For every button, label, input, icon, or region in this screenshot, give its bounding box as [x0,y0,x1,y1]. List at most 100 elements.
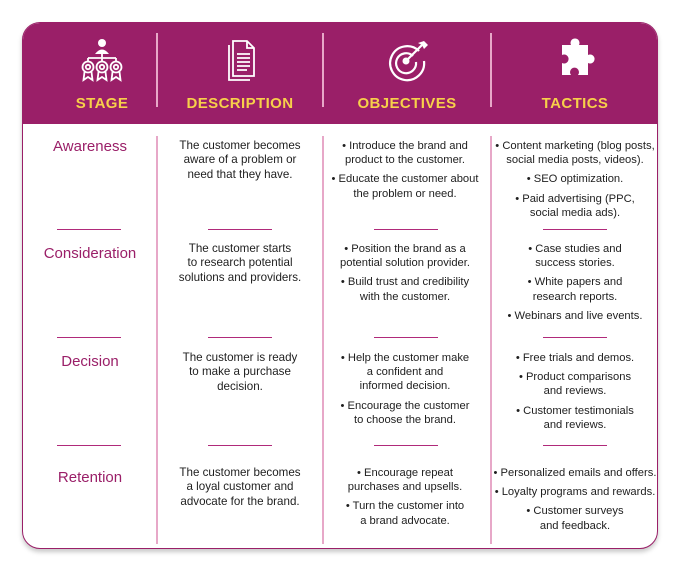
objectives-consideration: • Position the brand as a potential solu… [325,242,485,309]
tactic-line: • Webinars and live events. [507,309,643,322]
header-divider [156,33,158,107]
puzzle-piece-icon [496,37,654,83]
objective-line: • Encourage repeat [357,467,453,479]
description-awareness: The customer becomes aware of a problem … [166,139,314,182]
tactic-line: • White papers and [527,276,623,289]
tactic-line: social media posts, videos). [506,154,644,167]
column-divider [490,136,492,544]
description-line: The customer starts [188,242,292,255]
description-line: aware of a problem or [183,153,297,167]
objective-line: • Introduce the brand and [342,140,468,152]
objective-item: • Build trust and credibility with the c… [325,275,485,303]
tactic-line: • Customer testimonials [516,404,634,417]
objective-line: • Educate the customer about [331,173,479,186]
column-divider [322,136,324,544]
row-separator [543,229,607,231]
tactic-line: and reviews. [543,385,607,398]
objective-line: purchases and upsells. [347,481,463,494]
description-line: to make a purchase [189,365,291,379]
row-separator [374,445,438,447]
tactic-item: • Content marketing (blog posts, social … [493,139,657,167]
description-line: The customer becomes [179,466,301,479]
objective-line: to choose the brand. [353,413,456,426]
row-separator [208,337,272,339]
tactic-item: • Loyalty programs and rewards. [493,485,657,499]
header-title-description: DESCRIPTION [186,95,294,112]
tactics-retention: • Personalized emails and offers. • Loya… [493,466,657,538]
row-separator [543,445,607,447]
column-divider [156,136,158,544]
row-separator [57,337,121,339]
objective-line: potential solution provider. [340,257,470,270]
objective-line: a confident and [366,366,444,379]
description-line: solutions and providers. [178,270,302,284]
objectives-awareness: • Introduce the brand and product to the… [325,139,485,206]
objectives-retention: • Encourage repeat purchases and upsells… [325,466,485,533]
stage-label-decision: Decision [61,353,119,370]
team-hierarchy-icon [23,37,181,83]
stage-label-consideration: Consideration [43,245,137,262]
header-cell-description: DESCRIPTION [161,23,319,124]
tactic-item: • Personalized emails and offers. [493,466,657,480]
tactic-line: and reviews. [543,418,607,431]
tactic-line: social media ads). [529,206,621,219]
tactic-item: • Product comparisons and reviews. [493,370,657,398]
description-retention: The customer becomes a loyal customer an… [166,466,314,509]
header-title-stage: STAGE [75,95,129,112]
target-icon [328,37,486,83]
objective-line: a brand advocate. [360,514,450,527]
objective-line: • Turn the customer into [345,500,465,513]
tactic-line: • Free trials and demos. [515,352,635,364]
tactics-awareness: • Content marketing (blog posts, social … [493,139,657,225]
objective-item: • Position the brand as a potential solu… [325,242,485,270]
row-separator [57,445,121,447]
objective-line: • Help the customer make [340,352,470,364]
description-line: The customer is ready [182,351,298,364]
header-cell-stage: STAGE [23,23,181,124]
tactic-item: • Case studies and success stories. [493,242,657,270]
tactic-item: • Customer testimonials and reviews. [493,404,657,432]
tactic-line: • SEO optimization. [526,173,624,186]
tactic-line: success stories. [535,257,615,270]
objective-item: • Turn the customer into a brand advocat… [325,499,485,527]
row-separator [374,337,438,339]
customer-journey-table: STAGE DESCRIPTION [22,22,658,549]
header-divider [322,33,324,107]
row-separator [208,229,272,231]
objective-item: • Educate the customer about the problem… [325,172,485,200]
tactic-item: • Paid advertising (PPC, social media ad… [493,192,657,220]
objective-line: informed decision. [359,380,451,393]
tactics-consideration: • Case studies and success stories. • Wh… [493,242,657,328]
objective-line: • Build trust and credibility [340,276,470,289]
description-line: advocate for the brand. [180,494,300,508]
objective-line: with the customer. [359,290,451,303]
tactic-line: • Loyalty programs and rewards. [494,486,656,499]
tactic-line: • Customer surveys [526,505,624,518]
tactic-line: and feedback. [539,519,611,532]
tactic-line: • Personalized emails and offers. [493,467,657,479]
tactic-line: • Case studies and [528,243,622,255]
objective-item: • Help the customer make a confident and… [325,351,485,394]
document-icon [161,37,319,83]
tactic-item: • Customer surveys and feedback. [493,504,657,532]
objective-item: • Introduce the brand and product to the… [325,139,485,167]
objective-line: product to the customer. [344,154,466,167]
header-divider [490,33,492,107]
description-line: The customer becomes [179,139,301,152]
tactic-item: • Webinars and live events. [493,309,657,323]
objective-item: • Encourage repeat purchases and upsells… [325,466,485,494]
header-cell-objectives: OBJECTIVES [328,23,486,124]
tactic-item: • SEO optimization. [493,172,657,186]
header-title-tactics: TACTICS [541,95,609,112]
objective-line: • Position the brand as a [344,243,466,255]
header-title-objectives: OBJECTIVES [357,95,457,112]
table-header: STAGE DESCRIPTION [23,23,657,124]
objectives-decision: • Help the customer make a confident and… [325,351,485,432]
description-line: decision. [217,379,263,393]
stage-label-retention: Retention [57,469,123,486]
tactic-item: • Free trials and demos. [493,351,657,365]
row-separator [208,445,272,447]
stage-label-awareness: Awareness [53,138,127,155]
objective-item: • Encourage the customer to choose the b… [325,399,485,427]
objective-line: the problem or need. [353,187,457,200]
